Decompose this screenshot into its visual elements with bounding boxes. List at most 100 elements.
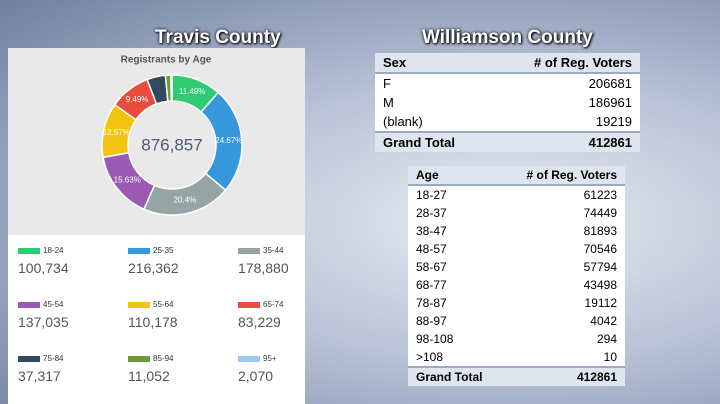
legend-label: 65-74 (263, 300, 284, 309)
table-cell: 81893 (583, 224, 617, 238)
table-cell: 4042 (590, 314, 617, 328)
table-row: Sex # of Reg. Voters (375, 53, 640, 74)
table-row: 68-77 43498 (408, 276, 625, 294)
age-table: Age # of Reg. Voters 18-27 61223 28-37 74449 3… (408, 166, 625, 386)
legend-label: 18-24 (43, 246, 64, 255)
legend-item: 18-24 (18, 246, 63, 255)
table-row: >108 10 (408, 348, 625, 367)
legend-item: 35-44 (238, 246, 283, 255)
table-row: (blank) 19219 (375, 112, 640, 132)
table-cell: 206681 (588, 76, 632, 91)
pie-slice (170, 74, 173, 102)
table-row: 58-67 57794 (408, 258, 625, 276)
table-cell: 78-87 (416, 296, 447, 310)
legend-count: 11,052 (128, 368, 170, 384)
legend-label: 45-54 (43, 300, 64, 309)
heading: Williamson County (422, 27, 593, 48)
slice-label: 24.67% (215, 136, 242, 145)
legend-label: 95+ (263, 354, 277, 363)
pie-slice (142, 172, 227, 216)
legend-item: 25-35 (128, 246, 173, 255)
table-cell: 48-57 (416, 242, 447, 256)
table-row: F 206681 (375, 73, 640, 93)
slice-label: 9.49% (126, 95, 149, 104)
legend-label: 75-84 (43, 354, 64, 363)
chart: Registrants by Age 876,857 11.49% 24.67% 2… (101, 55, 243, 216)
table-cell: 70546 (583, 242, 617, 256)
sex-table: Sex # of Reg. Voters F 206681 M 186961 (blank)… (375, 53, 640, 152)
legend-label: 55-64 (153, 300, 174, 309)
table-row: 78-87 19112 (408, 294, 625, 312)
legend-count: 178,880 (238, 260, 289, 276)
legend-item: 55-64 (128, 300, 173, 309)
table-cell: Age (408, 166, 503, 186)
center-label: 876,857 (141, 135, 202, 154)
table-cell: 61223 (583, 188, 617, 202)
table-row: 98-108 294 (408, 330, 625, 348)
legend-item: 45-54 (18, 300, 63, 309)
table-cell: >108 (416, 350, 444, 364)
heading: Travis County (155, 27, 281, 48)
table-cell: 43498 (583, 278, 617, 292)
table-row: M 186961 (375, 93, 640, 112)
legend-count: 83,229 (238, 314, 281, 330)
table-cell: 19112 (584, 296, 617, 310)
table-cell: Grand Total (408, 366, 503, 386)
table-cell: 412861 (490, 131, 640, 152)
legend-label: 35-44 (263, 246, 284, 255)
table-cell: F (383, 76, 391, 91)
table-cell: # of Reg. Voters (502, 166, 625, 186)
legend-label: 85-94 (153, 354, 174, 363)
legend-swatch (128, 301, 150, 308)
table-cell: 28-37 (416, 206, 447, 220)
table-cell: 74449 (583, 206, 617, 220)
legend-swatch (128, 247, 150, 254)
table-cell: # of Reg. Voters (490, 53, 640, 74)
table-cell: 88-97 (416, 314, 447, 328)
table-row: 18-27 61223 (408, 185, 625, 204)
table-row: 38-47 81893 (408, 222, 625, 240)
legend-count: 137,035 (18, 314, 69, 330)
table-cell: 10 (603, 350, 617, 364)
table-cell: 19219 (595, 114, 632, 129)
table-row: Age # of Reg. Voters (408, 166, 625, 186)
legend-swatch (238, 355, 260, 362)
slice-label: 11.49% (179, 87, 206, 96)
legend-item: 95+ (238, 354, 277, 363)
table-row: Grand Total 412861 (408, 366, 625, 386)
table-row: 88-97 4042 (408, 312, 625, 330)
table-cell: 57794 (583, 260, 617, 274)
slice-label: 15.63% (114, 175, 141, 184)
table-row: 48-57 70546 (408, 240, 625, 258)
table-cell: Sex (375, 53, 491, 74)
table-cell: 186961 (588, 95, 632, 110)
table-cell: 412861 (502, 366, 625, 386)
table-cell: 98-108 (416, 332, 454, 346)
legend-swatch (128, 355, 150, 362)
slice-label: 12.57% (103, 128, 130, 137)
table-cell: 58-67 (416, 260, 447, 274)
table-cell: 68-77 (416, 278, 447, 292)
table-row: 28-37 74449 (408, 204, 625, 222)
slice-label: 20.4% (174, 196, 197, 205)
table-cell: 294 (596, 332, 617, 346)
legend-swatch (238, 301, 260, 308)
legend-swatch (238, 247, 260, 254)
table-cell: (blank) (383, 114, 423, 129)
table-cell: Grand Total (375, 131, 491, 152)
table-row: Grand Total 412861 (375, 131, 640, 152)
legend-item: 85-94 (128, 354, 173, 363)
legend-item: 75-84 (18, 354, 63, 363)
table-cell: 18-27 (416, 188, 447, 202)
legend-count: 100,734 (18, 260, 69, 276)
table-cell: M (383, 95, 394, 110)
legend-swatch (18, 355, 40, 362)
legend-swatch (18, 247, 40, 254)
legend-count: 216,362 (128, 260, 179, 276)
chart-title: Registrants by Age (121, 55, 212, 66)
table-cell: 38-47 (416, 224, 447, 238)
legend-count: 110,178 (128, 314, 178, 330)
legend-swatch (18, 301, 40, 308)
legend-count: 37,317 (18, 368, 61, 384)
